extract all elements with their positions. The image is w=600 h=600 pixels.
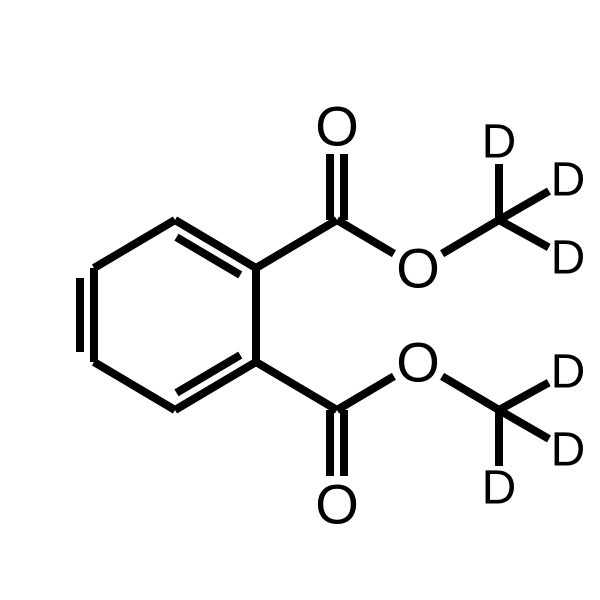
bond xyxy=(499,383,549,410)
deuterium-label: D xyxy=(482,462,517,515)
deuterium-label: D xyxy=(551,154,586,207)
bond xyxy=(442,220,499,254)
bond xyxy=(442,376,499,410)
oxygen-label: O xyxy=(315,473,359,536)
bond xyxy=(94,362,175,410)
bond xyxy=(94,220,175,268)
bond xyxy=(499,410,549,439)
deuterium-label: D xyxy=(551,346,586,399)
bond xyxy=(256,220,337,268)
bond xyxy=(256,362,337,410)
bond xyxy=(499,191,549,220)
oxygen-label: O xyxy=(315,95,359,158)
molecular-structure-diagram: OOOODDDDDD xyxy=(0,0,600,600)
bond xyxy=(337,376,394,410)
oxygen-label: O xyxy=(396,331,440,394)
deuterium-label: D xyxy=(551,232,586,285)
oxygen-label: O xyxy=(396,237,440,300)
deuterium-label: D xyxy=(482,116,517,169)
deuterium-label: D xyxy=(551,424,586,477)
bond xyxy=(499,220,549,247)
bond xyxy=(337,220,394,254)
